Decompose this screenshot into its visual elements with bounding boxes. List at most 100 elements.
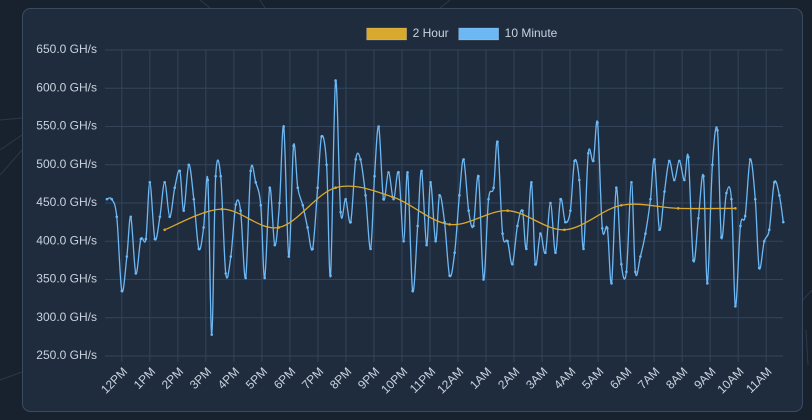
y-tick-label: 250.0 GH/s: [36, 348, 97, 362]
point: [301, 203, 305, 207]
point: [620, 203, 623, 207]
point: [649, 197, 652, 201]
point: [234, 203, 238, 206]
point: [416, 224, 419, 228]
point: [511, 262, 514, 266]
point: [734, 207, 737, 210]
point: [224, 272, 228, 275]
point: [725, 191, 728, 195]
point: [672, 178, 676, 182]
point: [115, 215, 119, 219]
point: [192, 197, 196, 201]
point: [767, 228, 771, 232]
point: [458, 194, 461, 197]
point: [244, 276, 247, 280]
y-tick-label: 450.0 GH/s: [36, 195, 97, 209]
point: [549, 201, 552, 205]
point: [202, 226, 205, 229]
legend-label: 2 Hour: [413, 26, 449, 40]
point: [214, 174, 217, 178]
point: [525, 247, 528, 251]
point: [249, 169, 252, 173]
point: [182, 209, 186, 212]
point: [773, 181, 776, 184]
y-tick-label: 550.0 GH/s: [36, 119, 97, 133]
point: [197, 247, 201, 251]
point: [391, 195, 394, 199]
point: [125, 255, 129, 258]
point: [316, 186, 319, 189]
point: [268, 186, 272, 189]
point: [521, 209, 524, 212]
point: [163, 228, 166, 232]
point: [530, 181, 533, 184]
point: [187, 163, 191, 167]
point: [615, 186, 618, 189]
point: [105, 197, 109, 201]
point: [506, 239, 509, 243]
point: [402, 239, 405, 243]
point: [296, 186, 300, 189]
point: [173, 186, 177, 189]
point: [720, 236, 723, 239]
point: [586, 151, 590, 155]
point: [472, 224, 475, 228]
card: [22, 8, 803, 412]
point: [406, 171, 409, 174]
point: [369, 247, 372, 251]
point: [282, 125, 286, 128]
point: [392, 197, 395, 201]
point: [453, 251, 456, 255]
point: [206, 178, 210, 182]
point: [658, 228, 661, 232]
point: [711, 163, 714, 167]
point: [501, 232, 504, 235]
point: [178, 169, 182, 173]
point: [129, 215, 133, 219]
point: [496, 140, 499, 144]
point: [564, 220, 567, 224]
point: [139, 237, 143, 241]
point: [634, 270, 637, 274]
point: [687, 155, 690, 159]
point: [259, 203, 263, 207]
point: [477, 174, 480, 178]
point: [254, 181, 258, 184]
point: [354, 158, 358, 161]
point: [239, 209, 242, 212]
point: [148, 181, 152, 184]
point: [359, 158, 362, 161]
background-lines: [0, 0, 812, 381]
point: [559, 197, 562, 201]
point: [334, 186, 337, 189]
point: [753, 197, 757, 201]
legend-swatch: [366, 27, 407, 41]
y-tick-label: 300.0 GH/s: [36, 310, 97, 324]
point: [667, 159, 671, 163]
point: [554, 251, 557, 255]
point: [487, 197, 490, 201]
point: [506, 209, 509, 212]
point: [434, 239, 437, 243]
point: [600, 226, 604, 230]
point: [716, 129, 719, 132]
point: [683, 178, 686, 182]
point: [382, 197, 385, 201]
point: [339, 210, 342, 214]
point: [287, 255, 291, 258]
point: [220, 207, 224, 211]
point: [448, 274, 451, 277]
point: [563, 228, 566, 232]
point: [573, 159, 576, 163]
point: [210, 333, 214, 336]
point: [158, 215, 162, 219]
point: [492, 186, 495, 189]
point: [539, 232, 542, 235]
point: [730, 197, 733, 201]
point: [630, 181, 633, 184]
point: [134, 272, 138, 275]
point: [110, 197, 114, 201]
point: [397, 171, 400, 174]
point: [153, 237, 157, 241]
point: [578, 178, 581, 182]
